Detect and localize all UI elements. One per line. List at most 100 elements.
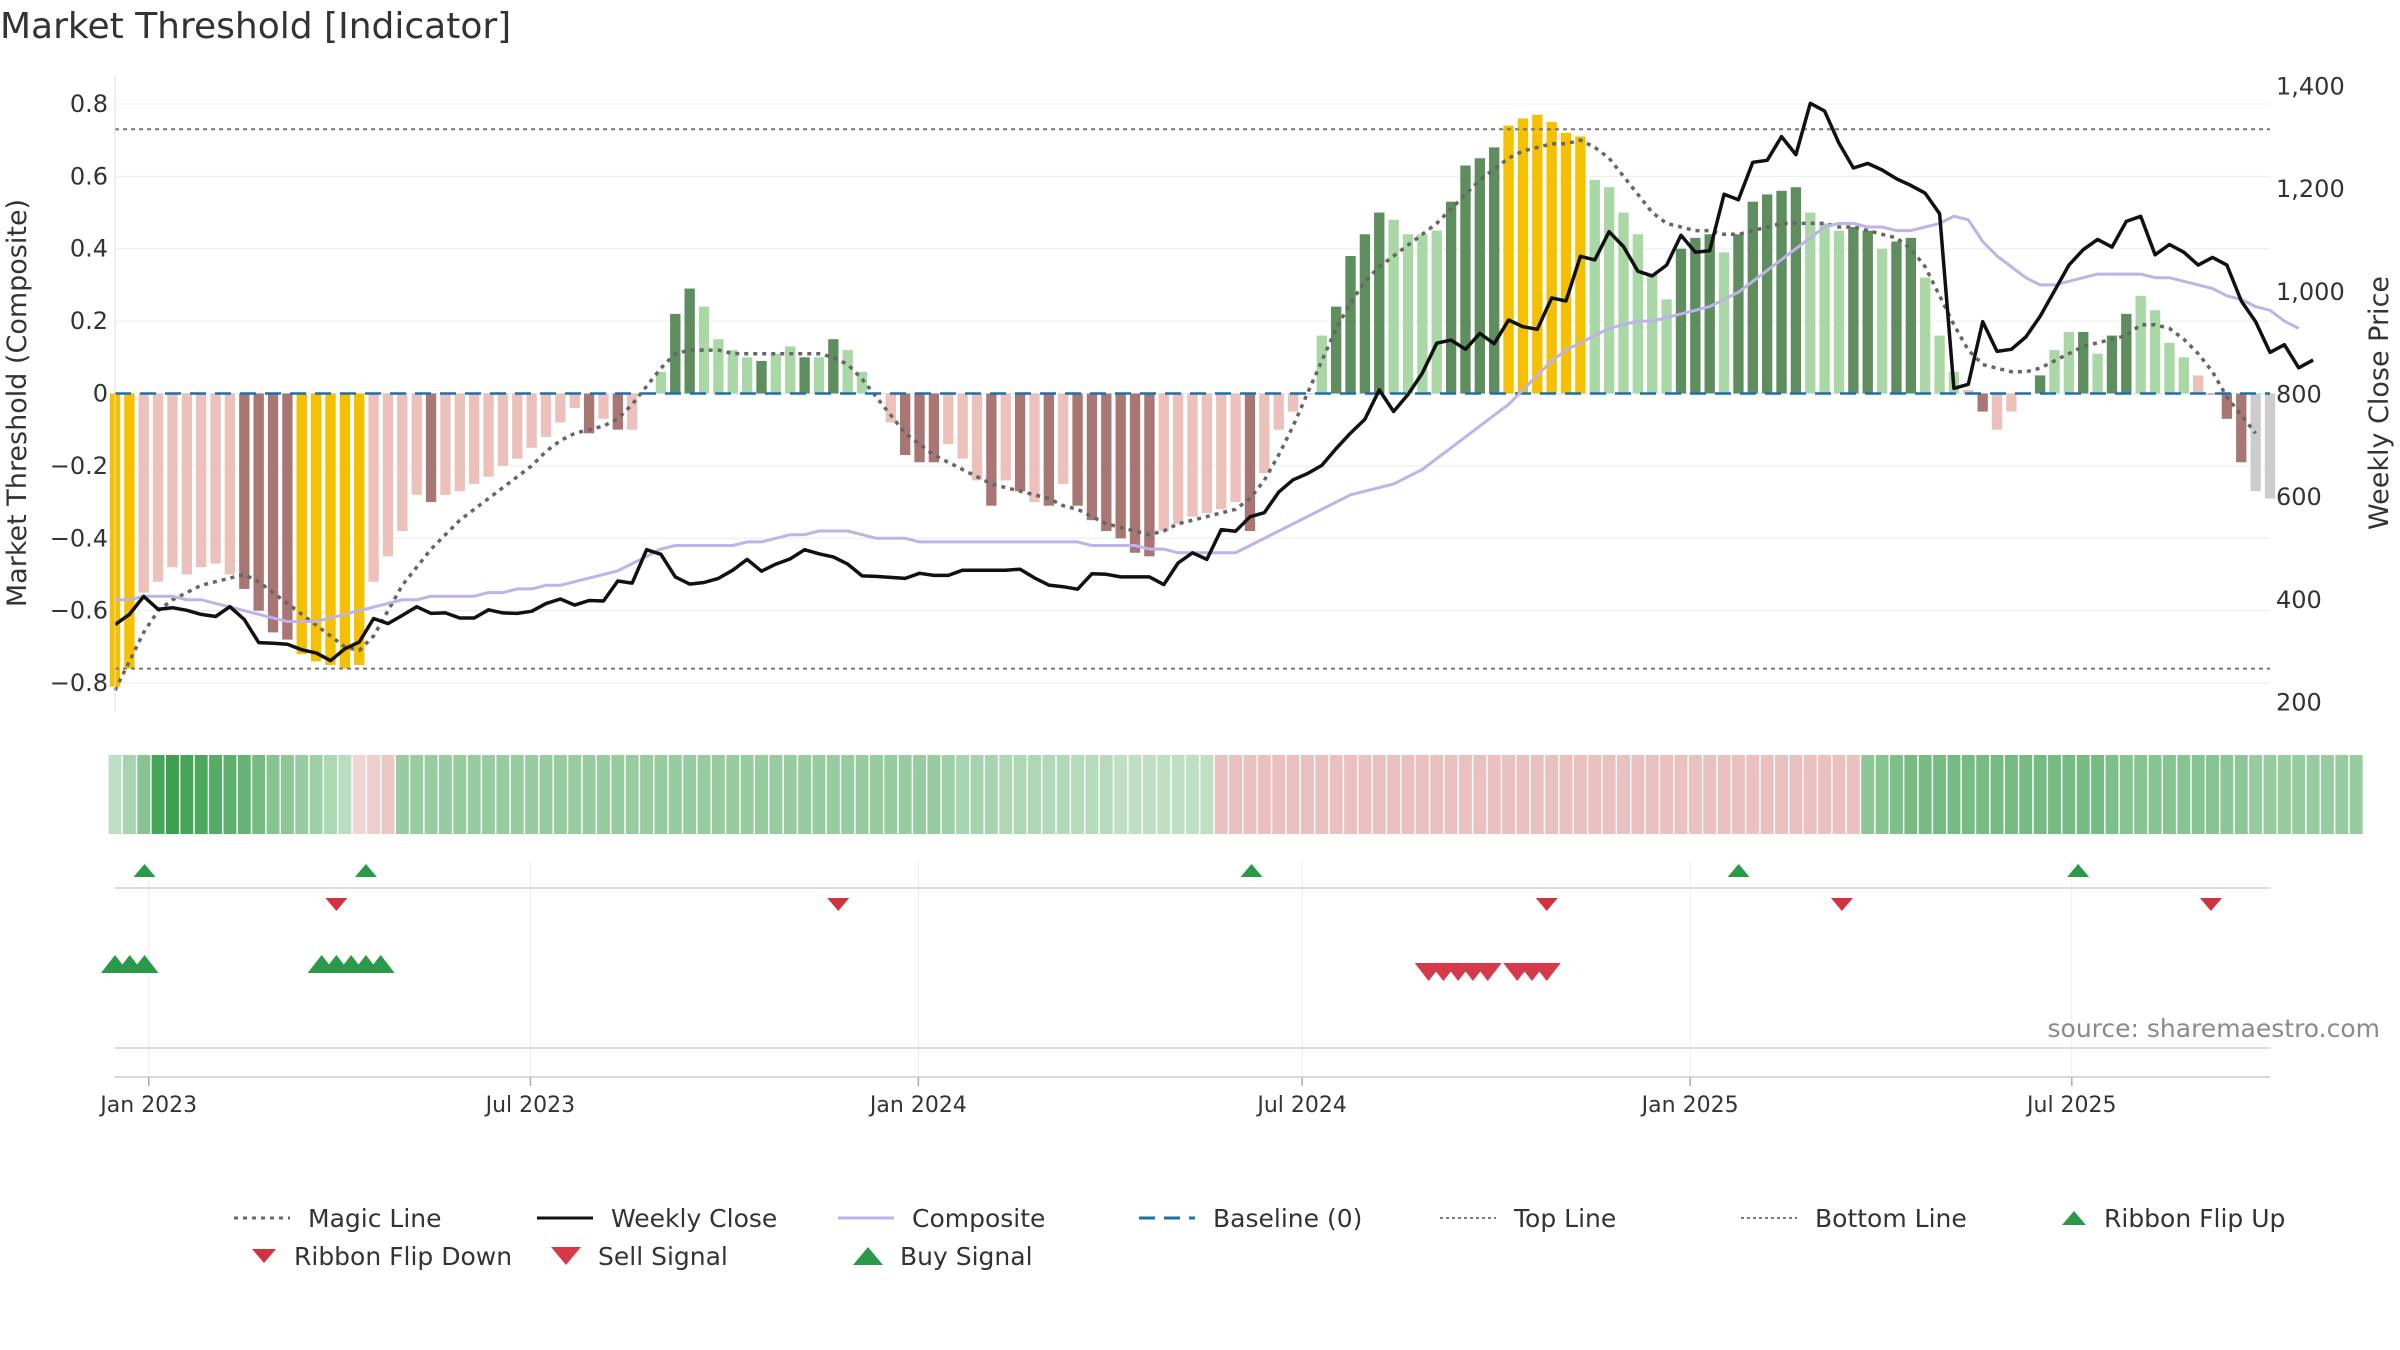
ribbon-cell xyxy=(395,755,409,834)
ribbon-cell xyxy=(1114,755,1128,834)
ribbon-cell xyxy=(913,755,926,834)
composite-bar xyxy=(1761,194,1773,394)
ribbon-cell xyxy=(2062,755,2076,834)
ribbon-cell xyxy=(1028,755,1041,834)
composite-bar xyxy=(684,288,695,394)
composite-bar xyxy=(339,393,351,669)
ribbon-cell xyxy=(295,755,309,834)
ribbon-cell xyxy=(252,755,266,834)
composite-bar xyxy=(2092,353,2103,394)
buy-signal-marker xyxy=(130,955,159,973)
ribbon-cell xyxy=(1530,755,1544,834)
ribbon-cell xyxy=(266,755,280,834)
composite-bar xyxy=(928,393,940,463)
composite-bar xyxy=(612,393,624,430)
legend-item-ribbon-flip-down: Ribbon Flip Down xyxy=(250,1238,512,1274)
ribbon-cell xyxy=(1559,755,1573,834)
ribbon-cell xyxy=(999,755,1013,834)
ribbon-cell xyxy=(324,755,337,834)
ribbon-cell xyxy=(2292,755,2306,834)
legend-item-baseline-0: Baseline (0) xyxy=(1137,1200,1362,1236)
ribbon-cell xyxy=(482,755,495,834)
composite-bar xyxy=(411,393,422,495)
ribbon-cell xyxy=(1918,755,1932,834)
ribbon-cell xyxy=(2148,755,2162,834)
composite-bar xyxy=(1934,335,1945,394)
right-tick-label: 1,400 xyxy=(2276,72,2345,100)
ribbon-cell xyxy=(927,755,941,834)
composite-bar xyxy=(856,371,868,394)
composite-bar xyxy=(1259,393,1270,474)
composite-bar xyxy=(2063,331,2075,394)
x-tick-label: Jul 2025 xyxy=(2025,1093,2117,1118)
grid-layer xyxy=(115,103,2270,1075)
ribbon-cell xyxy=(137,755,151,834)
ribbon-cell xyxy=(855,755,869,834)
ribbon-cell xyxy=(1157,755,1171,834)
composite-bar xyxy=(497,393,509,466)
ribbon-cell xyxy=(2091,755,2105,834)
composite-bar xyxy=(310,393,322,662)
chart-legend: Magic Line Weekly Close Composite Baseline … xyxy=(0,1200,2400,1290)
ribbon-cell xyxy=(1760,755,1774,834)
left-axis-title: Market Threshold (Composite) xyxy=(2,199,33,607)
ribbon-cell xyxy=(783,755,797,834)
legend-item-ribbon-flip-up: Ribbon Flip Up xyxy=(2060,1200,2285,1236)
ribbon-cell xyxy=(941,755,955,834)
composite-bar xyxy=(785,346,796,394)
ribbon-cell xyxy=(122,755,136,834)
composite-bar xyxy=(1603,187,1615,394)
ribbon-cell xyxy=(1731,755,1745,834)
ribbon-cell xyxy=(1645,755,1659,834)
composite-bar xyxy=(627,393,638,430)
ribbon-cell xyxy=(467,755,481,834)
ribbon-cell xyxy=(769,755,783,834)
ribbon-cell xyxy=(2234,755,2248,834)
composite-bar xyxy=(167,393,178,568)
composite-bar xyxy=(1359,234,1371,394)
composite-bar xyxy=(1172,393,1184,524)
ribbon-cell xyxy=(1473,755,1487,834)
ribbon-flip-down-marker xyxy=(2199,898,2222,911)
x-tick-label: Jan 2023 xyxy=(98,1093,197,1118)
composite-bar xyxy=(2149,310,2161,394)
composite-bar xyxy=(1747,201,1758,394)
composite-bar xyxy=(368,393,379,582)
source-note: source: sharemaestro.com xyxy=(2047,1014,2381,1043)
ribbon-cell xyxy=(1832,755,1846,834)
composite-bar xyxy=(1417,234,1428,394)
ribbon-cell xyxy=(625,755,639,834)
composite-bar xyxy=(1503,125,1514,394)
ribbon-cell xyxy=(654,755,668,834)
ribbon-cell xyxy=(597,755,610,834)
composite-bar xyxy=(1977,393,1988,412)
ribbon-cell xyxy=(970,755,984,834)
composite-bar xyxy=(1230,393,1241,503)
x-tick-label: Jul 2023 xyxy=(484,1093,576,1118)
composite-bar xyxy=(583,393,595,434)
left-tick-label: −0.6 xyxy=(50,597,108,625)
composite-bar xyxy=(2121,313,2132,394)
lines-layer xyxy=(113,101,2314,692)
composite-bar xyxy=(1115,393,1126,539)
composite-bar xyxy=(425,393,437,503)
ribbon-cell xyxy=(1545,755,1559,834)
composite-bar xyxy=(885,393,896,423)
x-tick-label: Jan 2024 xyxy=(868,1093,967,1118)
legend-line-icon xyxy=(234,1216,290,1220)
magic-line-line xyxy=(113,138,2257,692)
ribbon-cell xyxy=(755,755,768,834)
legend-line-icon xyxy=(537,1216,593,1220)
composite-bar xyxy=(655,371,667,394)
composite-bar xyxy=(1776,190,1787,394)
composite-bar xyxy=(756,360,767,394)
composite-bar xyxy=(1101,393,1112,532)
composite-bar xyxy=(1920,277,1931,394)
legend-line-icon xyxy=(1440,1217,1496,1219)
ribbon-cell xyxy=(640,755,654,834)
composite-bar xyxy=(1690,237,1701,394)
ribbon-cell xyxy=(726,755,740,834)
ribbon-cell xyxy=(1142,755,1156,834)
ribbon-cell xyxy=(1171,755,1185,834)
ribbon-cell xyxy=(1186,755,1199,834)
